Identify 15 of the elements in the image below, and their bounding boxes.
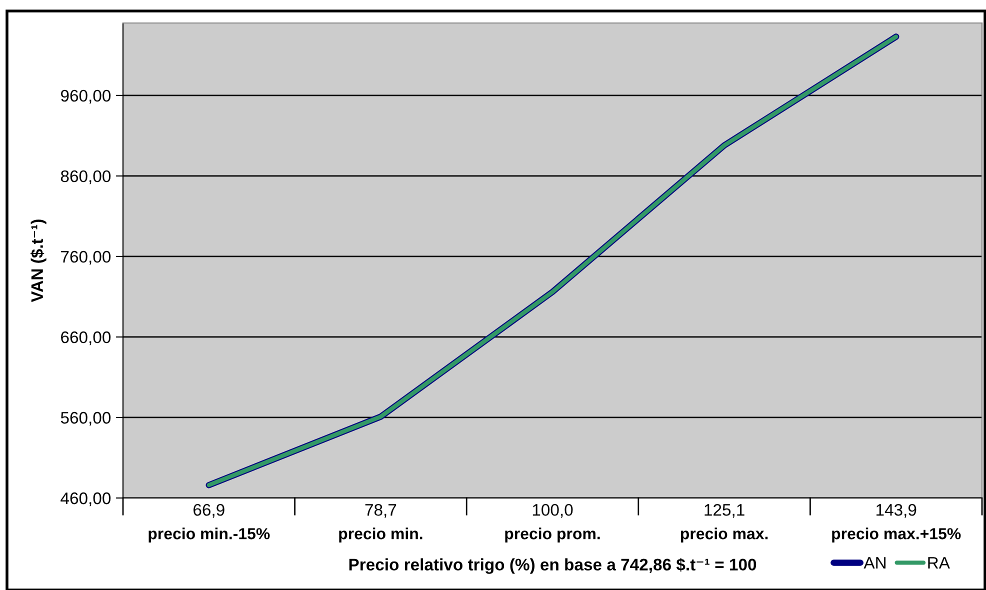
y-tick-label: 460,00 xyxy=(60,492,111,506)
y-tick-label: 960,00 xyxy=(61,90,111,104)
category-label: 78,7 precio min. xyxy=(339,504,422,542)
y-tick-label: 660,00 xyxy=(61,331,111,346)
category-label: 100,0 precio prom. xyxy=(505,504,600,542)
category-label: 143,9 precio max.+15% xyxy=(832,504,961,542)
x-axis-title: Precio relativo trigo (%) en base a 742,86 $.t⁻¹ = 100 xyxy=(349,558,756,574)
y-axis-title: VAN ($.t⁻¹) xyxy=(30,220,46,302)
y-tick-label: 760,00 xyxy=(61,250,111,265)
legend-label: AN xyxy=(864,557,886,569)
y-tick-label: 860,00 xyxy=(60,170,111,184)
y-tick-label: 560,00 xyxy=(60,412,111,426)
category-label: 66,9 precio min.-15% xyxy=(148,504,270,542)
legend-label: RA xyxy=(928,557,950,569)
category-label: 125,1 precio max. xyxy=(680,504,768,542)
